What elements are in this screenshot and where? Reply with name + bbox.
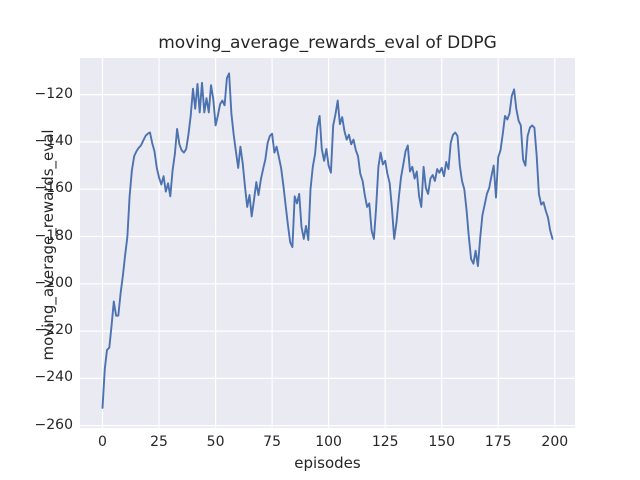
- y-tick-label: −140: [34, 132, 73, 149]
- x-tick-label: 75: [263, 434, 281, 450]
- y-tick-label: −240: [34, 369, 73, 386]
- y-tick-label: −160: [34, 180, 73, 197]
- y-tick-label: −220: [34, 322, 73, 339]
- x-tick-label: 200: [541, 434, 569, 450]
- y-tick-label: −120: [34, 85, 73, 102]
- x-tick-label: 100: [315, 434, 342, 450]
- y-tick-label: −180: [34, 227, 73, 244]
- x-tick-label: 50: [206, 434, 225, 450]
- plot-area: [80, 58, 575, 428]
- y-tick-label: −200: [34, 274, 73, 291]
- x-tick-label: 150: [428, 434, 456, 450]
- y-tick-label: −260: [34, 416, 73, 433]
- x-tick-label: 25: [150, 434, 168, 450]
- x-tick-label: 175: [484, 434, 512, 450]
- data-line: [101, 72, 554, 409]
- x-tick-label: 0: [98, 434, 107, 450]
- chart-title: moving_average_rewards_eval of DDPG: [158, 33, 497, 53]
- x-tick-label: 125: [371, 434, 399, 450]
- x-axis-label: episodes: [294, 454, 361, 472]
